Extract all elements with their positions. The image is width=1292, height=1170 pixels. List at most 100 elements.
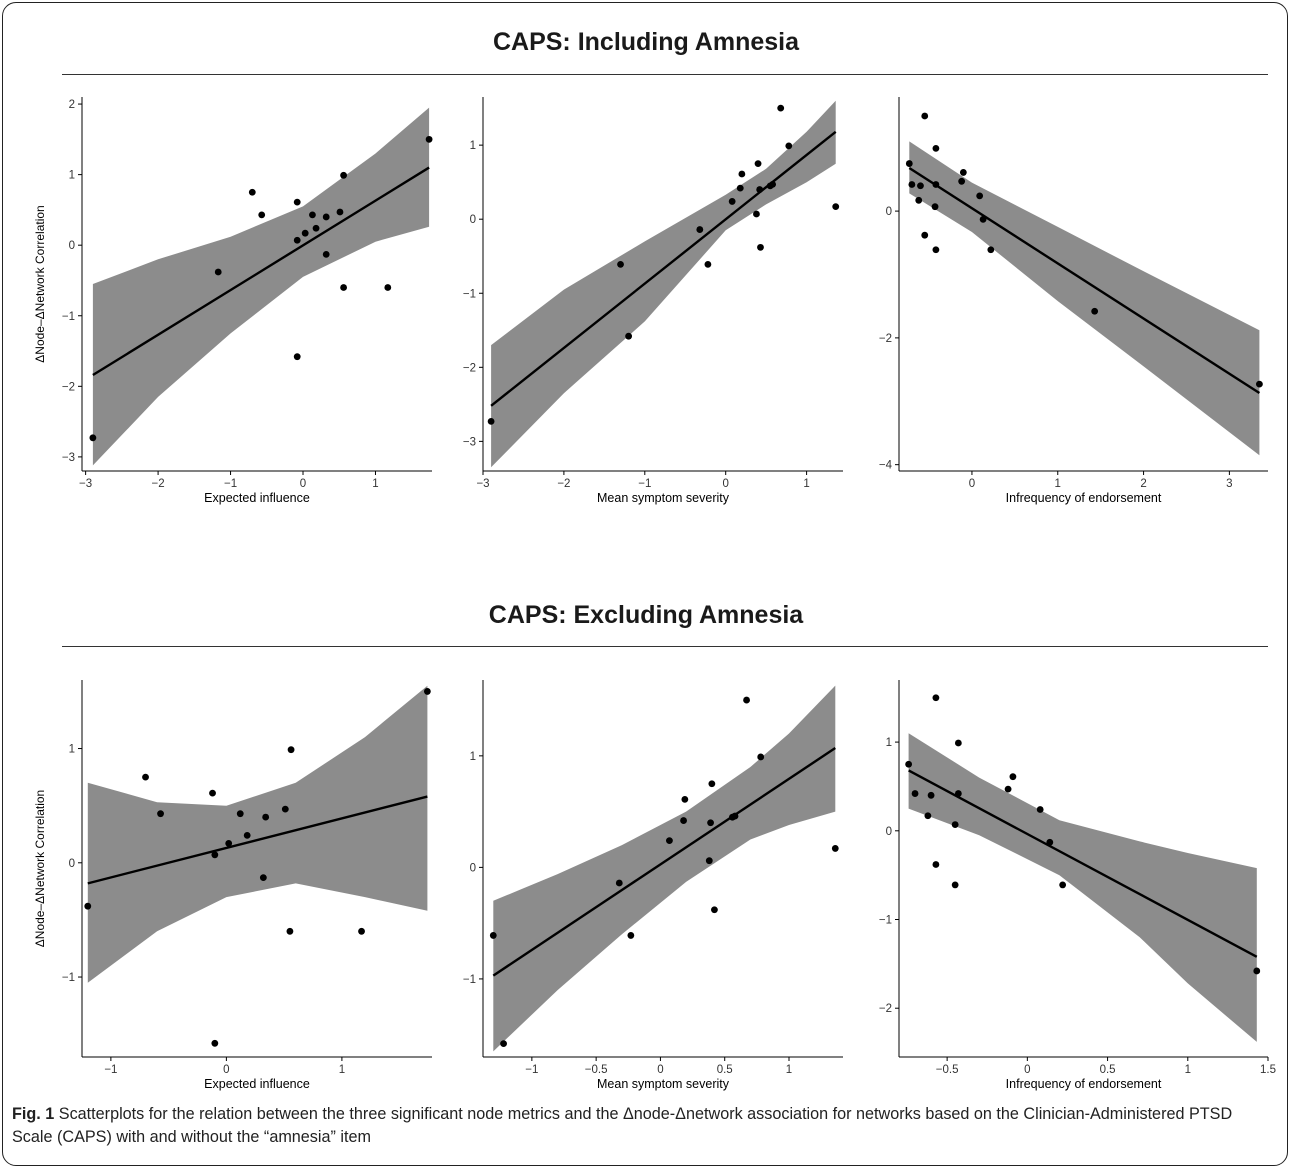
data-point bbox=[89, 434, 97, 442]
x-tick-label: 0 bbox=[300, 478, 306, 490]
x-tick-label: 0 bbox=[223, 1064, 229, 1076]
confidence-band bbox=[491, 100, 836, 468]
data-point bbox=[1036, 806, 1044, 813]
x-tick-label: −1 bbox=[638, 478, 651, 490]
data-point bbox=[932, 861, 940, 868]
data-point bbox=[209, 789, 216, 797]
data-point bbox=[384, 284, 392, 291]
data-point bbox=[1059, 881, 1067, 889]
x-tick-label: −3 bbox=[476, 478, 489, 490]
data-point bbox=[756, 186, 764, 193]
x-tick-label: −3 bbox=[79, 478, 92, 490]
data-point bbox=[425, 135, 433, 143]
data-point bbox=[681, 795, 689, 803]
data-point bbox=[757, 243, 764, 251]
data-point bbox=[243, 831, 251, 839]
y-tick-label: −3 bbox=[62, 452, 75, 464]
section-rule-excluding bbox=[62, 646, 1268, 647]
caption-text: Scatterplots for the relation between th… bbox=[12, 1105, 1233, 1146]
data-point bbox=[932, 144, 940, 152]
x-tick-label: −1 bbox=[104, 1064, 117, 1076]
y-axis-label: ΔNode–ΔNetwork Correlation bbox=[33, 205, 47, 362]
y-tick-label: 1 bbox=[470, 751, 476, 763]
scatterplot-panel-4: −1 0 1 −1 0 1 Expected influence ΔNode–ΔNetwork… bbox=[33, 680, 432, 1091]
data-point bbox=[322, 213, 330, 221]
data-point bbox=[627, 932, 635, 939]
data-point bbox=[142, 773, 149, 781]
data-point bbox=[309, 211, 316, 219]
data-point bbox=[921, 231, 929, 239]
data-point bbox=[500, 1040, 507, 1048]
scatterplot-grid: −3 −2 −1 0 1 −3 −2 −1 0 1 2 Expected influence ΔNode… bbox=[33, 97, 1276, 1091]
x-axis-label: Mean symptom severity bbox=[597, 491, 730, 505]
y-tick-label: 0 bbox=[886, 826, 892, 838]
data-point bbox=[1004, 785, 1012, 793]
y-tick-label: −2 bbox=[62, 381, 75, 393]
y-tick-label: 0 bbox=[69, 240, 75, 252]
x-tick-label: 1 bbox=[803, 478, 809, 490]
x-tick-label: −2 bbox=[557, 478, 570, 490]
data-point bbox=[831, 845, 839, 852]
y-tick-label: 1 bbox=[69, 744, 75, 756]
section-rule-including bbox=[62, 74, 1268, 75]
data-point bbox=[211, 1039, 219, 1047]
x-tick-label: −1 bbox=[224, 478, 237, 490]
data-point bbox=[615, 879, 623, 887]
data-point bbox=[754, 160, 762, 168]
data-point bbox=[489, 932, 497, 939]
data-point bbox=[924, 812, 932, 820]
scatterplot-panel-5: −1 −0.5 0 0.5 1 −1 0 1 Mean symptom severity bbox=[463, 680, 843, 1091]
data-point bbox=[905, 760, 913, 768]
confidence-band bbox=[909, 141, 1260, 456]
data-point bbox=[487, 417, 495, 425]
data-point bbox=[932, 181, 940, 188]
confidence-band bbox=[92, 107, 430, 466]
data-point bbox=[707, 819, 714, 827]
x-tick-label: −0.5 bbox=[585, 1064, 608, 1076]
y-tick-label: −4 bbox=[879, 460, 893, 472]
y-tick-label: −1 bbox=[62, 972, 75, 984]
regression-line bbox=[492, 747, 836, 977]
y-tick-label: −1 bbox=[62, 311, 75, 323]
data-point bbox=[728, 198, 736, 205]
data-point bbox=[951, 821, 959, 828]
data-point bbox=[705, 857, 713, 865]
data-point bbox=[301, 229, 309, 237]
x-tick-label: 1 bbox=[786, 1064, 792, 1076]
data-point bbox=[736, 184, 744, 192]
x-tick-label: −0.5 bbox=[936, 1064, 959, 1076]
data-point bbox=[976, 192, 984, 200]
y-tick-label: −2 bbox=[879, 1003, 892, 1015]
data-point bbox=[259, 874, 267, 882]
y-tick-label: 0 bbox=[470, 862, 476, 874]
data-point bbox=[743, 696, 750, 704]
data-point bbox=[987, 246, 995, 254]
scatterplot-panel-6: −0.5 0 0.5 1 1.5 −2 −1 0 1 Infrequency of endorse… bbox=[879, 680, 1276, 1091]
data-point bbox=[696, 226, 704, 233]
y-tick-label: 2 bbox=[69, 99, 75, 111]
data-point bbox=[625, 332, 633, 340]
x-tick-label: 1 bbox=[1055, 478, 1061, 490]
data-point bbox=[225, 839, 233, 847]
data-point bbox=[959, 169, 967, 176]
data-point bbox=[293, 236, 301, 244]
x-axis-label: Expected influence bbox=[204, 491, 310, 505]
x-tick-label: 1 bbox=[1185, 1064, 1191, 1076]
confidence-band bbox=[493, 685, 836, 1052]
caption-label: Fig. 1 bbox=[12, 1105, 55, 1123]
regression-line bbox=[490, 130, 837, 407]
data-point bbox=[757, 753, 765, 761]
data-point bbox=[211, 851, 219, 859]
data-point bbox=[951, 881, 959, 889]
data-point bbox=[908, 181, 916, 188]
data-point bbox=[617, 260, 624, 268]
x-tick-label: 0.5 bbox=[717, 1064, 733, 1076]
data-point bbox=[258, 211, 266, 219]
figure-caption: Fig. 1 Scatterplots for the relation bet… bbox=[12, 1103, 1277, 1149]
data-point bbox=[832, 203, 840, 211]
x-axis-label: Expected influence bbox=[204, 1077, 310, 1091]
x-tick-label: 1.5 bbox=[1260, 1064, 1276, 1076]
regression-line bbox=[87, 795, 428, 885]
data-point bbox=[1009, 773, 1017, 781]
